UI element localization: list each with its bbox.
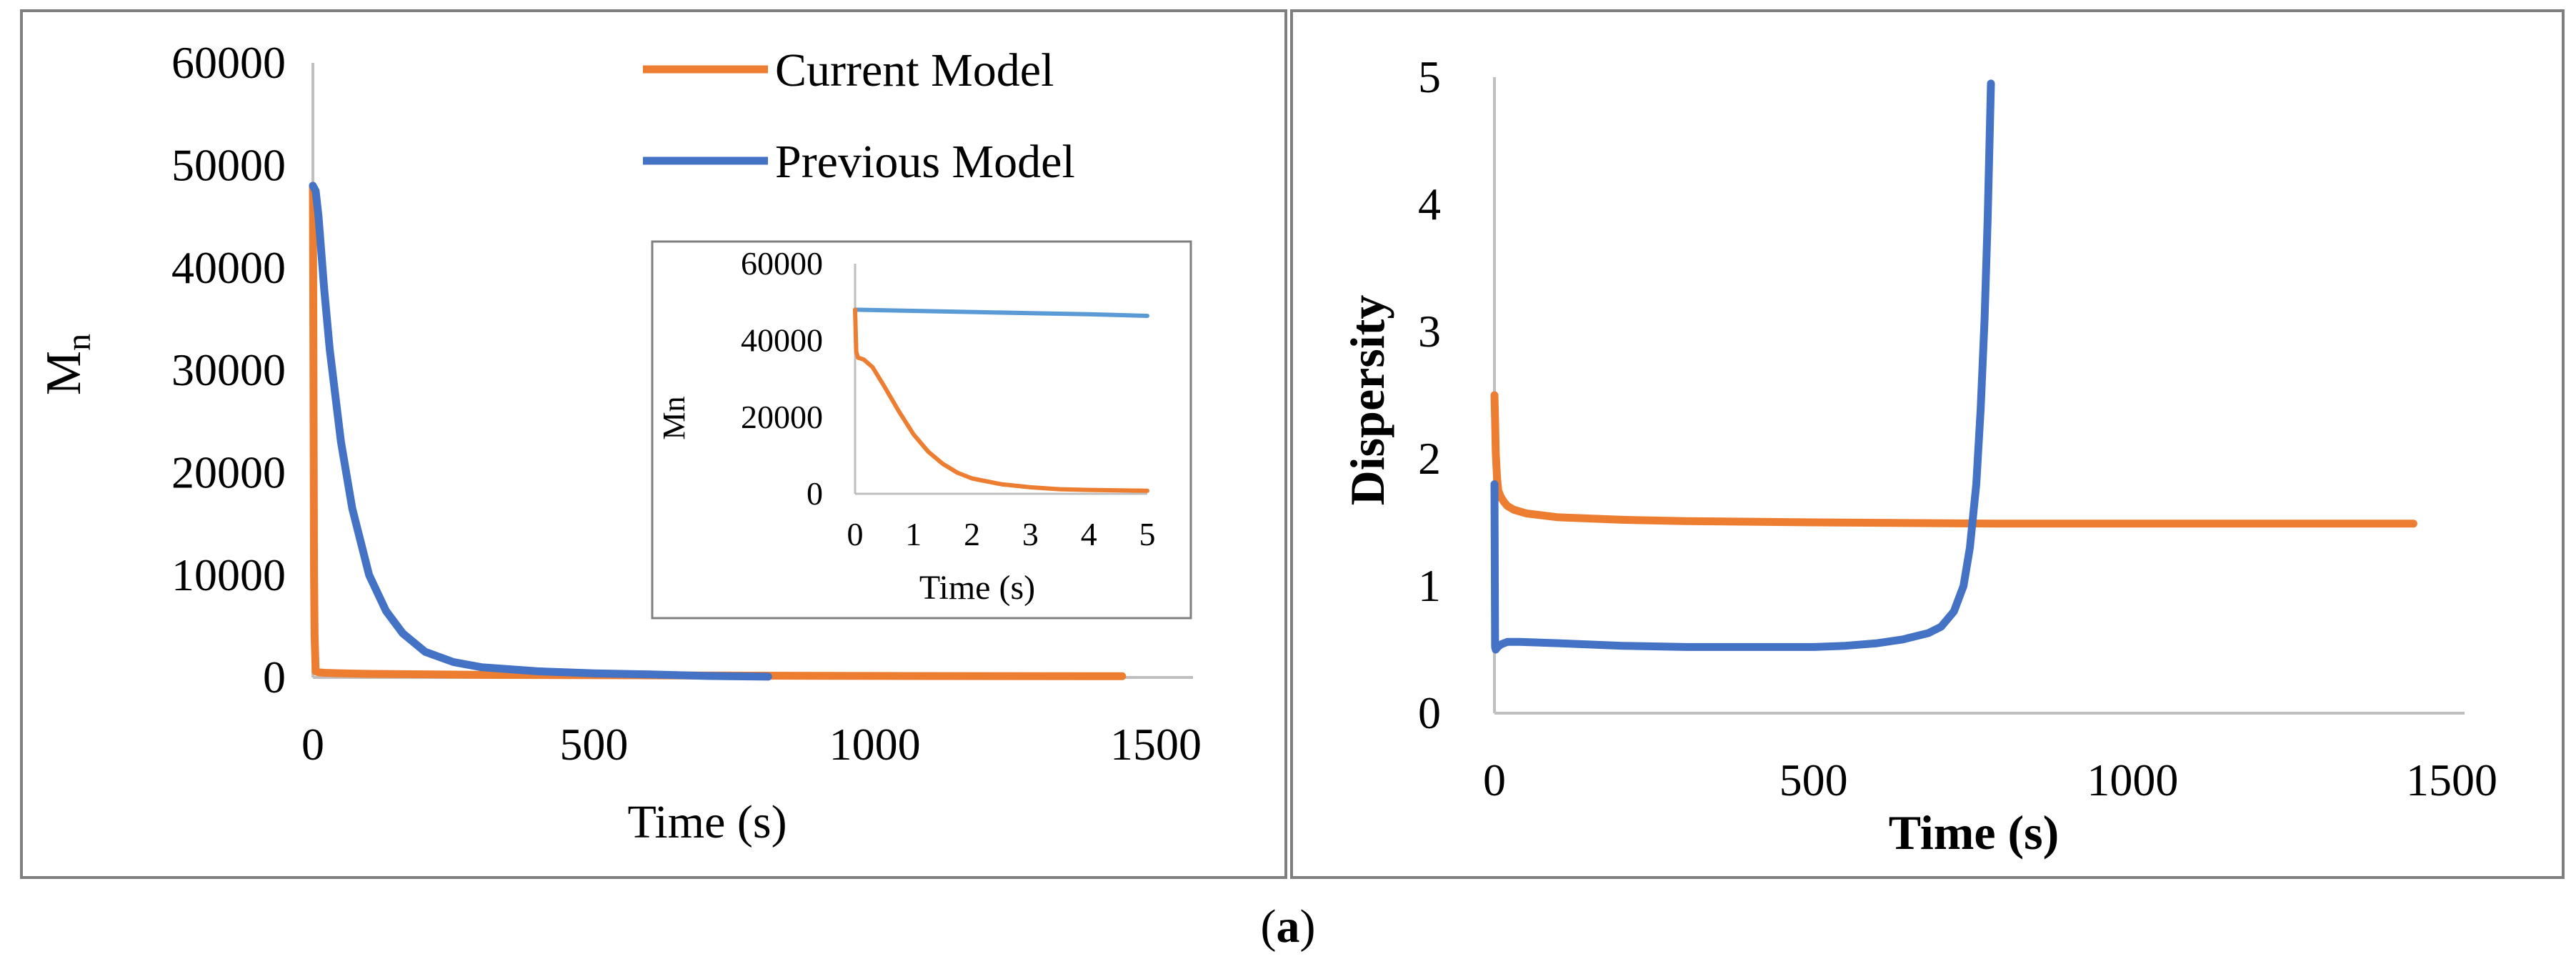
inset-x-tick-label: 3 <box>1022 516 1039 552</box>
figure-label-letter: a <box>1277 900 1300 953</box>
inset-y-tick-label: 60000 <box>741 245 823 282</box>
mn-legend: Current Model Previous Model <box>643 44 1075 188</box>
inset-x-tick-labels: 0 1 2 3 4 5 <box>847 516 1156 552</box>
mn-chart-frame <box>20 9 1287 879</box>
dispersity-y-axis-title: Dispersity <box>1340 295 1394 506</box>
inset-x-tick-label: 4 <box>1081 516 1097 552</box>
inset-y-tick-labels: 0 20000 40000 60000 <box>741 245 823 512</box>
mn-plot-area <box>309 63 1193 681</box>
dispersity-y-tick-label: 1 <box>1418 560 1441 611</box>
inset-series-previous-model <box>853 307 1149 318</box>
dispersity-x-tick-labels: 0 500 1000 1500 <box>1483 755 2497 805</box>
mn-y-tick-label: 10000 <box>171 550 286 600</box>
inset-x-axis-title: Time (s) <box>919 569 1035 607</box>
dispersity-y-tick-label: 2 <box>1418 433 1441 484</box>
legend-label-current: Current Model <box>775 44 1054 96</box>
inset-y-tick-label: 40000 <box>741 322 823 359</box>
inset-x-tick-label: 1 <box>905 516 922 552</box>
figure-label: (a) <box>1261 900 1316 953</box>
dispersity-y-tick-label: 3 <box>1418 306 1441 357</box>
dispersity-x-tick-label: 500 <box>1779 755 1848 805</box>
dispersity-y-tick-label: 5 <box>1418 51 1441 102</box>
dispersity-x-tick-label: 1500 <box>2406 755 2497 805</box>
mn-y-tick-label: 0 <box>263 652 286 702</box>
dispersity-y-tick-label: 4 <box>1418 179 1441 229</box>
mn-y-axis-title: Mn <box>36 334 98 395</box>
mn-y-tick-label: 50000 <box>171 139 286 190</box>
dispersity-series-previous-model <box>1490 79 1995 654</box>
inset-y-tick-label: 0 <box>807 475 823 512</box>
mn-y-tick-label: 60000 <box>171 37 286 88</box>
mn-x-tick-label: 1500 <box>1110 719 1202 770</box>
mn-series-previous-model <box>309 182 772 681</box>
inset-x-tick-label: 5 <box>1139 516 1156 552</box>
dispersity-plot-area <box>1490 77 2465 715</box>
inset-y-tick-label: 20000 <box>741 399 823 435</box>
inset-series-current-model <box>853 307 1149 493</box>
inset-y-axis-title: Mn <box>657 396 692 439</box>
dispersity-y-tick-labels: 0 1 2 3 4 5 <box>1418 51 1441 738</box>
figure-label-close: ) <box>1300 900 1316 953</box>
mn-y-tick-labels: 0 10000 20000 30000 40000 50000 60000 <box>171 37 286 702</box>
legend-label-previous: Previous Model <box>775 136 1075 188</box>
inset-plot-area <box>853 264 1149 495</box>
mn-inset-chart: 0 20000 40000 60000 0 1 2 3 4 5 Time (s) Mn <box>651 240 1192 620</box>
dispersity-x-tick-label: 1000 <box>2087 755 2178 805</box>
dispersity-x-tick-label: 0 <box>1483 755 1506 805</box>
inset-x-tick-label: 2 <box>964 516 980 552</box>
mn-x-axis-title: Time (s) <box>627 796 787 848</box>
dispersity-chart-frame <box>1290 9 2565 879</box>
dispersity-chart: 0 1 2 3 4 5 0 500 1000 1500 Time (s) Dispersity <box>1290 9 2565 879</box>
inset-frame <box>651 240 1192 620</box>
dispersity-y-tick-label: 0 <box>1418 687 1441 738</box>
inset-x-tick-label: 0 <box>847 516 864 552</box>
mn-x-tick-label: 0 <box>301 719 324 770</box>
dispersity-series-current-model <box>1490 391 2417 528</box>
figure-label-open: ( <box>1261 900 1277 953</box>
mn-x-tick-labels: 0 500 1000 1500 <box>301 719 1202 770</box>
mn-y-tick-label: 40000 <box>171 242 286 293</box>
dispersity-x-axis-title: Time (s) <box>1889 805 2060 860</box>
mn-x-tick-label: 500 <box>559 719 628 770</box>
mn-y-tick-label: 20000 <box>171 447 286 497</box>
mn-y-tick-label: 30000 <box>171 344 286 395</box>
mn-x-tick-label: 1000 <box>829 719 921 770</box>
